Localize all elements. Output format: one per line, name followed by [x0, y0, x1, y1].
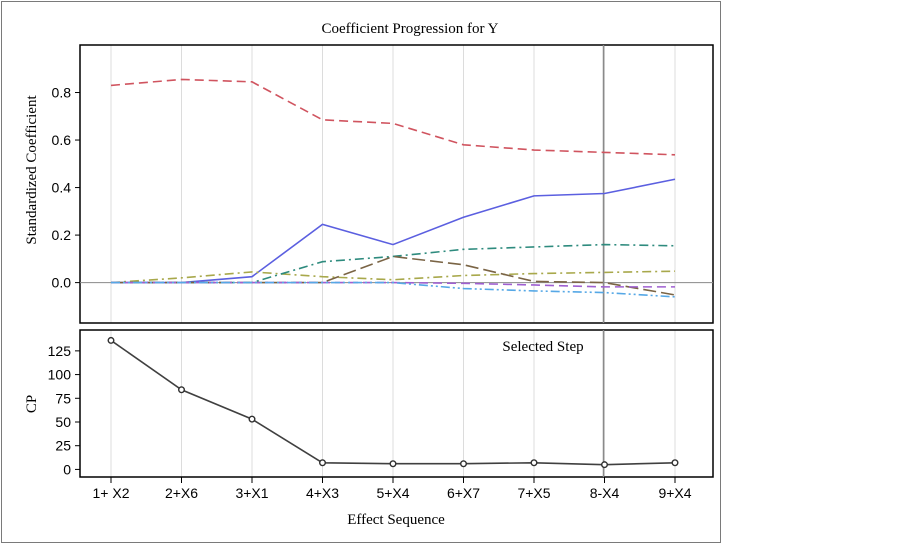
cp-y-tick-label: 75	[55, 390, 71, 406]
coefficient-series-x1[interactable]	[110, 270, 676, 284]
x-axis-label: Effect Sequence	[347, 512, 445, 528]
cp-point[interactable]	[671, 459, 679, 467]
x-tick-label: 3+X1	[235, 485, 268, 501]
cp-point[interactable]	[248, 415, 256, 423]
coefficient-y-tick-label: 0.0	[52, 275, 72, 291]
x-tick-label: 7+X5	[517, 485, 550, 501]
coefficient-series-x5[interactable]	[111, 281, 676, 298]
x-tick-label: 9+X4	[658, 485, 691, 501]
selected-step-annotation: Selected Step	[502, 339, 583, 355]
cp-point[interactable]	[460, 460, 468, 468]
cp-y-axis-label: CP	[24, 395, 40, 413]
x-tick-label: 6+X7	[447, 485, 480, 501]
cp-y-tick-label: 100	[48, 367, 72, 383]
cp-y-tick-label: 25	[55, 438, 71, 454]
coefficient-series-x6[interactable]	[111, 178, 676, 284]
coefficient-y-axis-label: Standardized Coefficient	[24, 95, 40, 245]
cp-point[interactable]	[389, 460, 397, 468]
coefficient-y-tick-label: 0.2	[52, 227, 72, 243]
coefficient-plot-frame	[79, 44, 714, 324]
cp-point[interactable]	[319, 459, 327, 467]
cp-point[interactable]	[601, 461, 609, 469]
cp-y-tick-label: 125	[48, 343, 72, 359]
cp-point[interactable]	[177, 386, 185, 394]
cp-y-tick-label: 50	[55, 414, 71, 430]
coefficient-y-tick-label: 0.8	[52, 85, 72, 101]
coefficient-series-x3[interactable]	[111, 243, 676, 284]
cp-y-tick-label: 0	[63, 461, 71, 477]
cp-point[interactable]	[107, 336, 115, 344]
x-tick-label: 1+ X2	[93, 485, 130, 501]
x-tick-label: 2+X6	[165, 485, 198, 501]
x-tick-label: 5+X4	[376, 485, 409, 501]
coefficient-series-x2[interactable]	[110, 78, 676, 156]
chart-outer-frame	[1, 1, 721, 543]
coefficient-y-tick-label: 0.4	[52, 180, 72, 196]
cp-point[interactable]	[530, 459, 538, 467]
x-tick-label: 4+X3	[306, 485, 339, 501]
x-tick-label: 8-X4	[590, 485, 620, 501]
chart-title: Coefficient Progression for Y	[321, 21, 498, 37]
coefficient-y-tick-label: 0.6	[52, 132, 72, 148]
cp-plot-frame	[79, 329, 714, 478]
